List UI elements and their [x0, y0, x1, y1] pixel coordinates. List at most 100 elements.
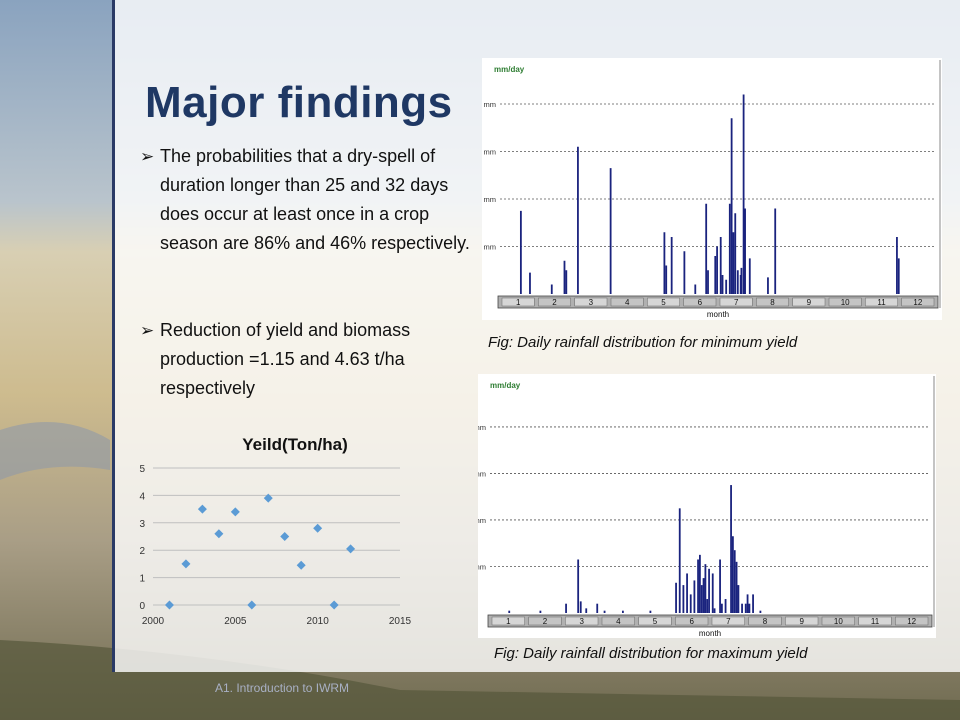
rainfall-bar	[716, 246, 718, 294]
rainfall-bar	[714, 256, 717, 294]
scatter-title: Yeild(Ton/ha)	[242, 435, 347, 454]
scatter-point	[247, 600, 257, 610]
rainfall-bar	[702, 578, 705, 613]
rainfall-bar	[732, 232, 735, 294]
y-unit-label: mm/day	[490, 381, 521, 390]
rainfall-bar	[733, 550, 736, 613]
rainfall-bar	[563, 260, 566, 294]
month-cell	[792, 297, 826, 307]
month-cell	[901, 297, 935, 307]
slide-footer: A1. Introduction to IWRM	[215, 681, 350, 695]
rainfall-bar	[577, 146, 579, 294]
bullet-yield-reduction: ➢ Reduction of yield and biomass product…	[140, 316, 470, 403]
rainfall-bar	[565, 603, 567, 613]
scatter-point	[197, 504, 207, 514]
month-cell	[858, 616, 892, 626]
scatter-ytick-label: 3	[139, 519, 145, 530]
month-cell	[865, 297, 898, 307]
ytick-label: 60 mm	[478, 469, 486, 478]
rainfall-bar	[694, 284, 697, 294]
month-label: 6	[689, 617, 694, 626]
rainfall-bar	[609, 168, 612, 294]
scatter-ytick-label: 4	[139, 491, 145, 502]
rainfall-bar	[719, 237, 722, 294]
month-label: 10	[834, 617, 843, 626]
scatter-tick-labels: 0 1 2 3 4 5 2000 2005 2010 2015	[139, 464, 411, 627]
month-label: 2	[552, 298, 557, 307]
rainfall-bar	[728, 203, 731, 294]
rainfall-bar	[699, 554, 701, 613]
rainfall-bar	[742, 94, 745, 294]
rainfall-bar	[767, 277, 769, 294]
rainfall-bar	[708, 568, 710, 613]
y-unit-label: mm/day	[494, 65, 525, 74]
caption-max-yield: Fig: Daily rainfall distribution for max…	[494, 645, 808, 662]
month-label: 5	[661, 298, 666, 307]
month-cell	[565, 616, 599, 626]
month-label: 3	[589, 298, 594, 307]
month-label: 1	[516, 298, 521, 307]
rainfall-bar	[897, 258, 900, 294]
scatter-point	[280, 532, 290, 541]
month-cell	[675, 616, 709, 626]
month-label: 3	[579, 617, 584, 626]
month-cell	[538, 297, 571, 307]
scatter-xtick-label: 2010	[307, 616, 330, 627]
rainfall-bar	[697, 559, 699, 613]
rainfall-bar	[730, 118, 733, 294]
slide-title: Major findings	[145, 78, 453, 127]
scatter-point	[214, 529, 224, 539]
scatter-ytick-label: 0	[139, 601, 145, 612]
rainfall-bar	[759, 610, 762, 613]
scatter-points	[164, 493, 356, 610]
scatter-point	[181, 559, 191, 569]
rainfall-bar	[585, 608, 588, 613]
rainfall-bar	[519, 210, 522, 294]
bullet-text: The probabilities that a dry-spell of du…	[160, 146, 470, 253]
rainfall-bar	[732, 536, 734, 613]
rainfall-bar	[675, 582, 677, 613]
rainfall-bar	[719, 559, 721, 613]
month-label: 4	[625, 298, 630, 307]
month-cell	[785, 616, 819, 626]
rainfall-bar	[724, 599, 727, 613]
rainfall-bar	[603, 610, 606, 613]
month-label: 9	[807, 298, 812, 307]
rainfall-bar	[711, 573, 714, 613]
scatter-gridlines	[153, 467, 400, 606]
scatter-point	[164, 600, 174, 610]
rainfall-bar	[735, 561, 738, 613]
month-cell	[711, 616, 745, 626]
ytick-label: 10 mm	[482, 243, 496, 252]
rainfall-bar	[670, 237, 673, 294]
rainfall-bar	[700, 585, 703, 613]
scatter-ytick-label: 2	[139, 546, 145, 557]
month-cell	[610, 297, 644, 307]
rainfall-bar	[744, 208, 746, 294]
rainfall-bar	[579, 601, 582, 613]
ytick-label: 40 mm	[478, 516, 486, 525]
rainfall-bar	[721, 603, 723, 613]
month-label: 12	[907, 617, 916, 626]
rainfall-bar	[748, 258, 751, 294]
rainfall-bar	[896, 237, 898, 294]
rainfall-bar	[725, 279, 728, 294]
rainfall-max-panel: mm/day20 mm40 mm60 mm80 mm12345678910111…	[463, 374, 936, 638]
ytick-label: 30 mm	[482, 148, 496, 157]
month-label: 7	[726, 617, 731, 626]
month-cell	[528, 616, 562, 626]
scatter-ytick-label: 1	[139, 574, 145, 585]
month-cell	[491, 616, 525, 626]
month-label: 1	[506, 617, 511, 626]
month-label: 5	[653, 617, 658, 626]
rainfall-min-panel: mm/day10 mm20 mm30 mm40 mm12345678910111…	[473, 58, 942, 320]
rainfall-bar	[752, 594, 754, 613]
month-label: 11	[871, 617, 880, 626]
bullet-arrow-icon: ➢	[140, 321, 155, 340]
rainfall-bar	[686, 573, 688, 613]
month-axis-strip	[487, 614, 933, 628]
ytick-label: 40 mm	[482, 100, 496, 109]
rainfall-bar	[693, 580, 696, 613]
ytick-label: 20 mm	[478, 562, 486, 571]
rainfall-bar	[740, 267, 743, 294]
